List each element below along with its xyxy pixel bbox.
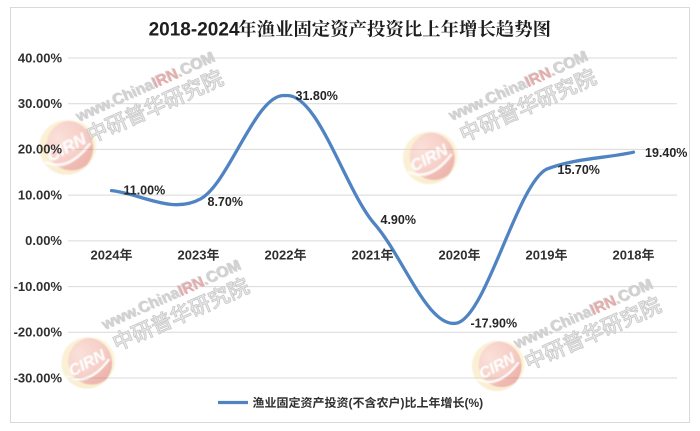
svg-text:2022: 2022 <box>265 248 294 263</box>
svg-text:2021: 2021 <box>352 248 381 263</box>
svg-text:11.00%: 11.00% <box>124 184 166 198</box>
svg-text:2018-2024: 2018-2024 <box>149 20 240 41</box>
svg-text:0.00%: 0.00% <box>25 233 62 248</box>
svg-text:10.00%: 10.00% <box>18 187 63 202</box>
svg-text:20.00%: 20.00% <box>18 142 63 157</box>
svg-text:19.40%: 19.40% <box>645 146 687 160</box>
svg-text:4.90%: 4.90% <box>381 213 416 227</box>
svg-text:): ) <box>401 396 405 410</box>
svg-text:-30.00%: -30.00% <box>14 370 63 385</box>
svg-text:2018: 2018 <box>613 248 642 263</box>
svg-text:-20.00%: -20.00% <box>14 325 63 340</box>
svg-text:2019: 2019 <box>526 248 555 263</box>
svg-text:8.70%: 8.70% <box>208 195 243 209</box>
svg-text:40.00%: 40.00% <box>18 50 63 65</box>
svg-text:2020: 2020 <box>439 248 468 263</box>
svg-text:30.00%: 30.00% <box>18 96 63 111</box>
svg-text:31.80%: 31.80% <box>296 89 338 103</box>
svg-text:(%): (%) <box>465 396 484 410</box>
svg-text:-17.90%: -17.90% <box>471 317 518 331</box>
svg-text:2023: 2023 <box>178 248 207 263</box>
svg-text:-10.00%: -10.00% <box>14 279 63 294</box>
svg-text:2024: 2024 <box>91 248 121 263</box>
svg-text:(: ( <box>349 396 353 410</box>
svg-text:15.70%: 15.70% <box>558 163 600 177</box>
